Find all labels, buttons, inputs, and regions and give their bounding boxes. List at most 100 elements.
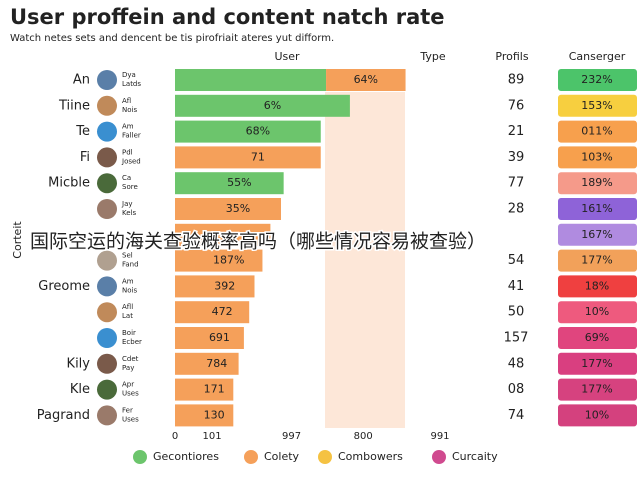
profils-value: 50 [508,305,525,320]
row-handle: Pdl [122,148,133,156]
row-handle: Latds [122,80,141,88]
profils-value: 28 [508,202,525,217]
chart-title: User proffein and content natch rate [10,5,445,29]
change-value: 10% [585,305,609,318]
chart-subtitle: Watch netes sets and dencent be tis piro… [10,33,334,44]
x-tick-label: 0 [172,431,178,442]
row-handle: Sore [122,183,138,191]
row-handle: Lat [122,312,133,320]
legend-swatch [318,450,332,464]
legend-label: Gecontiores [153,450,219,463]
change-cell [558,301,637,324]
profils-value: 39 [508,150,525,165]
change-value: 153% [581,99,612,112]
row-handle: Dya [122,71,136,79]
row-handle: Ca [122,174,131,182]
profils-value: 21 [508,124,525,139]
bar [175,327,244,349]
bar-label: 6% [264,99,281,112]
row-handle: Josed [121,157,141,165]
x-tick-label: 991 [430,431,449,442]
bar [175,172,284,195]
avatar [97,250,117,271]
avatar [97,70,117,90]
bar-label: 130 [204,408,225,421]
row-name: An [73,73,90,88]
change-cell [558,120,637,143]
row-name: Greome [38,279,90,294]
row-handle: Cdet [122,355,139,363]
avatar [97,328,117,348]
row-name: Kle [70,382,90,397]
bar-label: 392 [214,279,235,292]
bar-segment [326,69,406,91]
column-header: Type [419,50,445,63]
avatar [97,173,117,194]
row-name: Fi [80,150,90,165]
bar [175,301,250,324]
bar [175,378,234,401]
overlay-text: 国际空运的海关查验概率高吗（哪些情况容易被查验） [30,231,486,253]
bar [175,249,263,272]
legend-label: Combowers [338,450,403,463]
x-tick-label: 800 [354,431,373,442]
change-value: 232% [581,73,612,86]
avatar [97,276,117,297]
change-value: 69% [585,331,609,344]
change-cell [558,249,637,272]
highlight-band [325,92,405,428]
bar-label: 691 [209,331,230,344]
bar [175,352,239,375]
profils-value: 76 [508,98,525,113]
change-cell [558,94,637,117]
change-value: 103% [581,150,612,163]
row-handle: Uses [122,390,139,398]
avatar [97,405,117,426]
bar [175,69,327,91]
change-value: 10% [585,408,609,421]
row-handle: Fand [122,261,139,269]
profils-value: 08 [508,382,525,397]
profils-value: 54 [508,253,525,268]
bar-label: 55% [227,176,251,189]
bar [175,120,321,143]
column-header: Canserger [569,50,626,63]
row-handle: Uses [122,415,139,423]
profils-value: 48 [508,356,525,371]
bar-label: 784 [206,357,227,370]
row-handle: Afll [122,303,133,311]
change-value: 161% [581,202,612,215]
row-handle: Am [122,277,134,285]
row-handle: Jay [121,200,133,208]
change-cell [558,275,637,298]
legend-swatch [432,450,446,464]
bar-label: 472 [212,305,233,318]
x-tick-label: 101 [203,431,222,442]
change-cell [558,146,637,169]
bar-label: 64% [354,73,378,86]
change-value: 167% [581,228,612,241]
column-header: Profils [495,50,528,63]
avatar [97,95,117,116]
change-cell [558,69,637,91]
change-cell [558,404,637,427]
change-cell [558,198,637,220]
change-value: 177% [581,357,612,370]
bar [175,94,350,117]
bar [175,198,281,220]
change-cell [558,172,637,195]
bar [175,275,255,298]
bar [175,223,271,246]
change-value: 177% [581,254,612,267]
avatar [97,302,117,323]
row-handle: Nois [122,106,137,114]
row-handle: Ecber [122,338,142,346]
row-handle: Kels [122,209,136,217]
change-value: 18% [585,279,609,292]
row-handle: Sel [122,252,133,260]
profils-value: 157 [504,331,529,346]
change-cell [558,327,637,349]
avatar [97,353,117,374]
